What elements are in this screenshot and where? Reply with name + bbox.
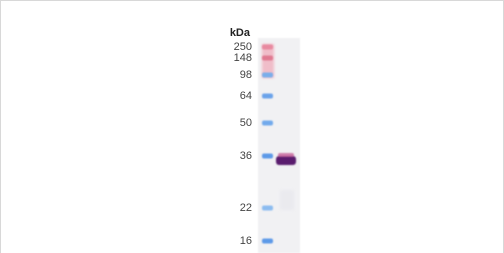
unit-label: kDa xyxy=(230,27,251,39)
sample-band-top xyxy=(278,153,294,157)
frame xyxy=(1,1,504,253)
marker-label: 16 xyxy=(240,235,252,247)
ladder-band xyxy=(262,154,273,159)
blot-image: kDa 250148986450362216 xyxy=(0,0,504,253)
faint-smear xyxy=(280,190,294,210)
ladder-band xyxy=(262,239,273,244)
ladder-band xyxy=(262,73,273,78)
ladder-band xyxy=(262,94,273,99)
page: kDa 250148986450362216 (() => { const da… xyxy=(0,0,504,253)
marker-label: 36 xyxy=(240,150,252,162)
ladder-band xyxy=(262,206,273,211)
ladder-band xyxy=(262,56,273,61)
sample-band xyxy=(276,156,296,165)
marker-label: 50 xyxy=(240,117,252,129)
marker-label: 22 xyxy=(240,202,252,214)
ladder-band xyxy=(262,121,273,126)
marker-label: 148 xyxy=(234,52,252,64)
ladder-band xyxy=(262,45,273,50)
marker-label: 98 xyxy=(240,69,252,81)
marker-label: 64 xyxy=(240,90,252,102)
